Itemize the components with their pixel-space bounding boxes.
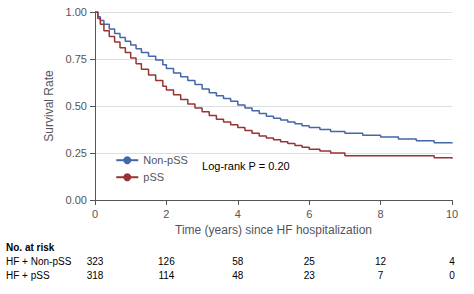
svg-text:23: 23 (304, 270, 316, 281)
svg-text:0.75: 0.75 (66, 53, 87, 65)
svg-text:48: 48 (232, 270, 244, 281)
svg-text:1.00: 1.00 (66, 6, 87, 18)
svg-text:0: 0 (449, 270, 455, 281)
svg-text:58: 58 (232, 256, 244, 267)
svg-text:Non-pSS: Non-pSS (143, 154, 188, 166)
svg-text:0: 0 (92, 208, 98, 220)
svg-text:25: 25 (304, 256, 316, 267)
svg-text:4: 4 (235, 208, 241, 220)
svg-text:No. at risk: No. at risk (6, 242, 55, 253)
svg-text:Log-rank P = 0.20: Log-rank P = 0.20 (202, 160, 290, 172)
svg-text:Time (years) since HF hospital: Time (years) since HF hospitalization (175, 223, 372, 237)
svg-text:12: 12 (375, 256, 387, 267)
svg-text:0.00: 0.00 (66, 194, 87, 206)
svg-text:8: 8 (378, 208, 384, 220)
svg-text:114: 114 (158, 270, 174, 281)
svg-text:0.25: 0.25 (66, 147, 87, 159)
svg-text:318: 318 (87, 270, 104, 281)
svg-text:323: 323 (87, 256, 104, 267)
svg-text:126: 126 (158, 256, 175, 267)
svg-text:HF + Non-pSS: HF + Non-pSS (6, 256, 72, 267)
svg-text:pSS: pSS (143, 171, 164, 183)
svg-text:0.50: 0.50 (66, 100, 87, 112)
svg-text:10: 10 (446, 208, 458, 220)
svg-text:HF + pSS: HF + pSS (6, 270, 50, 281)
svg-text:6: 6 (306, 208, 312, 220)
svg-text:2: 2 (163, 208, 169, 220)
svg-text:7: 7 (378, 270, 384, 281)
svg-text:4: 4 (449, 256, 455, 267)
svg-text:Survival Rate: Survival Rate (42, 70, 56, 142)
